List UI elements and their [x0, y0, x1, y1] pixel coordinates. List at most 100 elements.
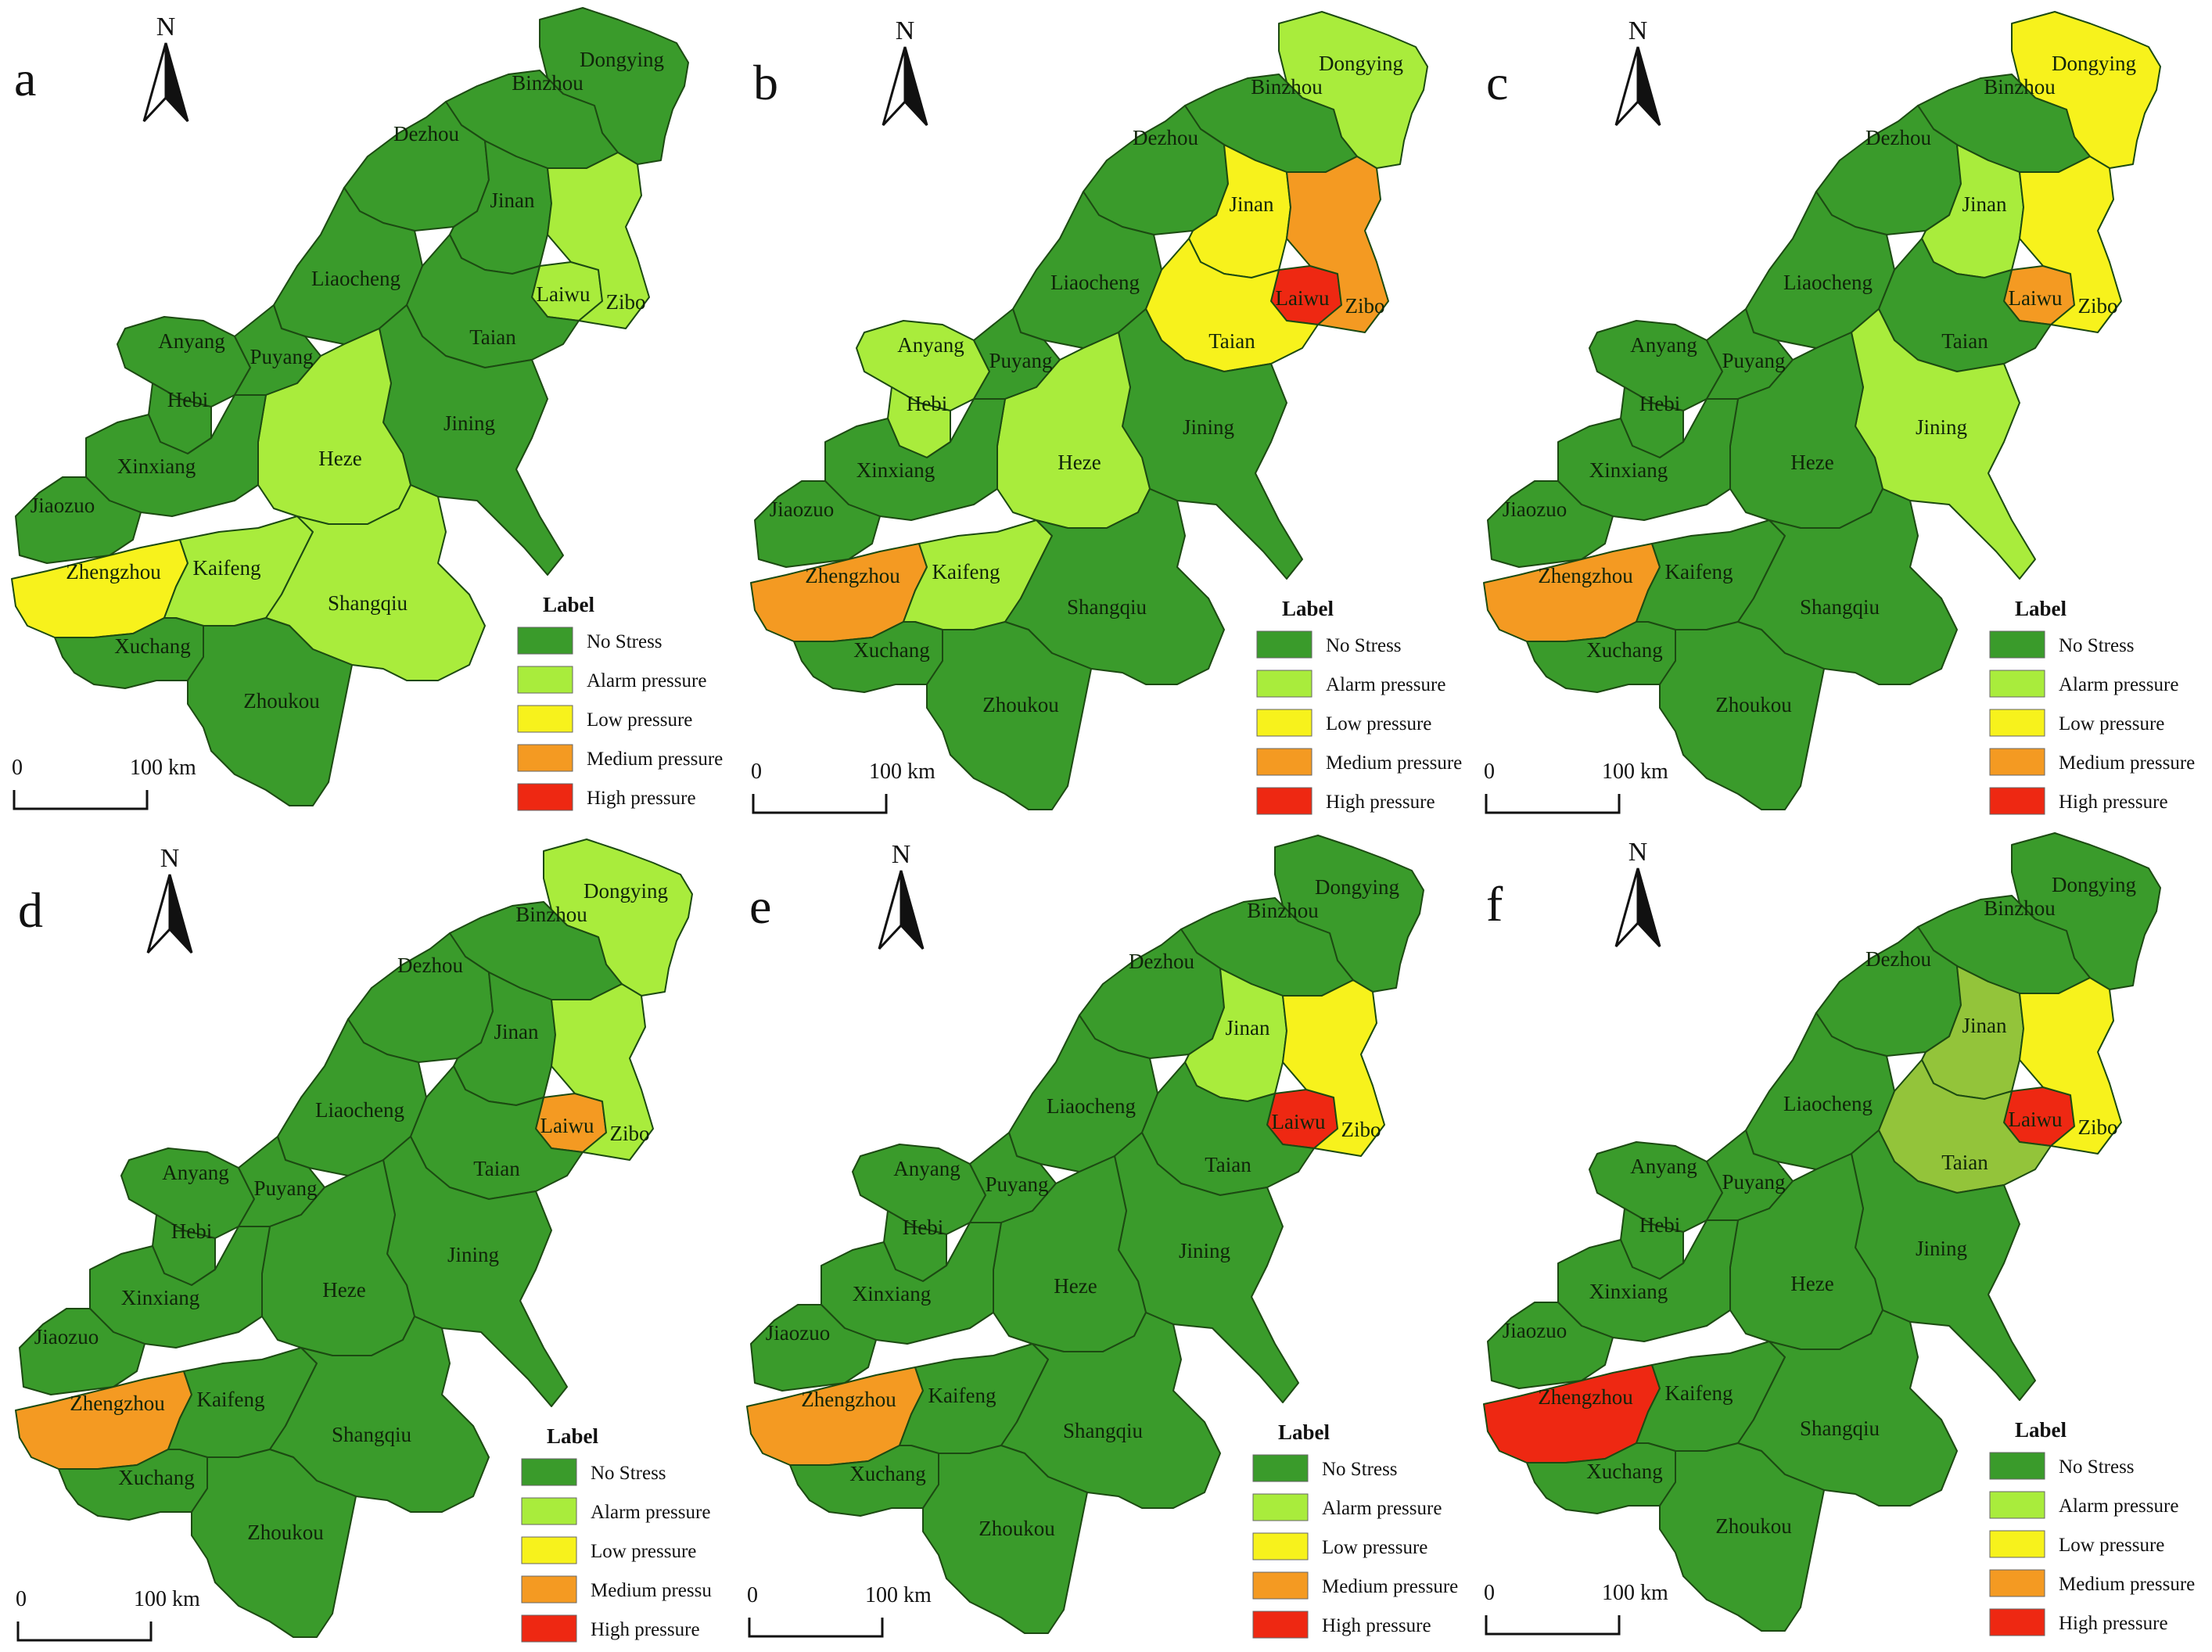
legend-item-no-stress: No Stress	[521, 1458, 666, 1486]
legend-swatch	[517, 705, 573, 733]
region-label-puyang: Puyang	[1722, 349, 1786, 372]
map-regions	[11, 7, 689, 806]
region-label-xuchang: Xuchang	[849, 1462, 925, 1485]
region-shangqiu	[265, 484, 486, 681]
legend-item-medium-pressure: Medium pressure	[1252, 1571, 1458, 1600]
legend-item-medium-pressure: Medium pressure	[1256, 748, 1462, 776]
map-regions	[746, 835, 1424, 1634]
legend-swatch	[1989, 1608, 2045, 1636]
panel-letter: b	[753, 55, 778, 110]
region-shangqiu	[1737, 488, 1958, 685]
region-jiaozuo	[750, 1304, 877, 1392]
region-label-binzhou: Binzhou	[512, 71, 584, 95]
region-zhoukou	[191, 1449, 357, 1638]
region-label-kaifeng: Kaifeng	[928, 1384, 996, 1407]
region-label-shangqiu: Shangqiu	[1800, 595, 1880, 619]
legend-item-high-pressure: High pressure	[1252, 1611, 1431, 1639]
region-shangqiu	[1004, 488, 1225, 685]
legend-item-high-pressure: High pressure	[517, 783, 696, 811]
north-arrow-icon: N	[1614, 838, 1661, 948]
scale-bar: 0 100 km	[12, 756, 196, 810]
region-zibo	[2019, 977, 2122, 1155]
region-label-liaocheng: Liaocheng	[311, 267, 400, 290]
north-arrow-icon: N	[882, 16, 928, 127]
legend-swatch	[1989, 1530, 2045, 1558]
legend-label: No Stress	[2059, 1456, 2135, 1478]
region-label-zhoukou: Zhoukou	[982, 693, 1059, 716]
legend-label: No Stress	[2059, 635, 2135, 656]
legend-label: Medium pressu	[591, 1580, 712, 1601]
region-anyang	[120, 1147, 255, 1239]
legend-label: Alarm pressure	[591, 1502, 710, 1523]
region-label-hebi: Hebi	[907, 392, 947, 415]
region-label-shangqiu: Shangqiu	[328, 591, 408, 615]
legend-label: Low pressure	[587, 709, 692, 731]
scale-bar-line	[1485, 1615, 1621, 1636]
region-label-jinan: Jinan	[1226, 1016, 1270, 1040]
region-label-anyang: Anyang	[1630, 1155, 1697, 1178]
legend: Label No Stress Alarm pressure Low pressure…	[517, 593, 723, 811]
legend-title: Label	[543, 593, 595, 616]
region-label-kaifeng: Kaifeng	[1665, 1381, 1733, 1405]
region-label-taian: Taian	[1208, 329, 1255, 353]
legend-item-low-pressure: Low pressure	[1989, 709, 2164, 737]
region-label-dezhou: Dezhou	[1865, 947, 1931, 971]
north-label: N	[160, 844, 180, 873]
region-label-heze: Heze	[322, 1278, 365, 1302]
scale-bar: 0 100 km	[751, 760, 935, 814]
legend-label: No Stress	[1322, 1459, 1398, 1480]
legend-item-no-stress: No Stress	[1989, 630, 2135, 659]
region-label-kaifeng: Kaifeng	[932, 560, 1000, 584]
region-label-liaocheng: Liaocheng	[1047, 1094, 1136, 1118]
scale-start-label: 0	[751, 760, 762, 784]
scale-bar: 0 100 km	[16, 1587, 200, 1642]
panel-letter: c	[1486, 55, 1508, 110]
legend-title: Label	[1278, 1420, 1330, 1444]
legend-item-alarm-pressure: Alarm pressure	[1252, 1493, 1442, 1521]
legend-item-no-stress: No Stress	[1252, 1454, 1398, 1482]
legend-item-alarm-pressure: Alarm pressure	[1256, 670, 1445, 698]
legend-item-low-pressure: Low pressure	[517, 705, 692, 733]
region-label-xinxiang: Xinxiang	[117, 454, 196, 478]
region-label-dongying: Dongying	[1315, 875, 1399, 899]
region-label-zhoukou: Zhoukou	[1715, 693, 1792, 716]
region-label-dongying: Dongying	[1319, 52, 1403, 75]
legend-item-low-pressure: Low pressure	[521, 1536, 696, 1564]
north-label: N	[156, 13, 176, 41]
region-jiaozuo	[1487, 480, 1614, 568]
legend-label: No Stress	[1326, 635, 1402, 656]
scale-start-label: 0	[747, 1583, 758, 1607]
legend-label: Medium pressure	[1322, 1576, 1458, 1597]
region-zhoukou	[1659, 621, 1825, 810]
legend-title: Label	[547, 1424, 599, 1448]
region-anyang	[1589, 1141, 1723, 1233]
legend-swatch	[1252, 1611, 1309, 1639]
region-label-laiwu: Laiwu	[2009, 286, 2063, 310]
region-zibo	[551, 983, 654, 1161]
legend-swatch	[1256, 787, 1312, 815]
legend: Label No Stress Alarm pressure Low pressure…	[1989, 597, 2195, 815]
legend-swatch	[1989, 630, 2045, 659]
region-label-laiwu: Laiwu	[540, 1114, 594, 1137]
region-zibo	[547, 152, 650, 329]
region-label-shangqiu: Shangqiu	[332, 1423, 412, 1446]
legend: Label No Stress Alarm pressure Low pressure…	[521, 1424, 712, 1643]
legend-label: High pressure	[2059, 792, 2168, 813]
legend-item-high-pressure: High pressure	[521, 1614, 700, 1643]
region-label-xinxiang: Xinxiang	[1589, 458, 1668, 482]
region-label-binzhou: Binzhou	[1984, 896, 2056, 920]
legend-label: High pressure	[1322, 1615, 1431, 1636]
region-label-taian: Taian	[1941, 329, 1988, 353]
region-label-liaocheng: Liaocheng	[1783, 271, 1873, 294]
region-zhoukou	[1659, 1442, 1825, 1632]
scale-bar: 0 100 km	[1484, 1581, 1668, 1636]
region-label-dezhou: Dezhou	[1133, 126, 1198, 149]
legend-item-low-pressure: Low pressure	[1256, 709, 1431, 737]
region-liaocheng	[1012, 191, 1162, 349]
region-label-dezhou: Dezhou	[1129, 950, 1194, 973]
region-label-heze: Heze	[1054, 1274, 1097, 1298]
